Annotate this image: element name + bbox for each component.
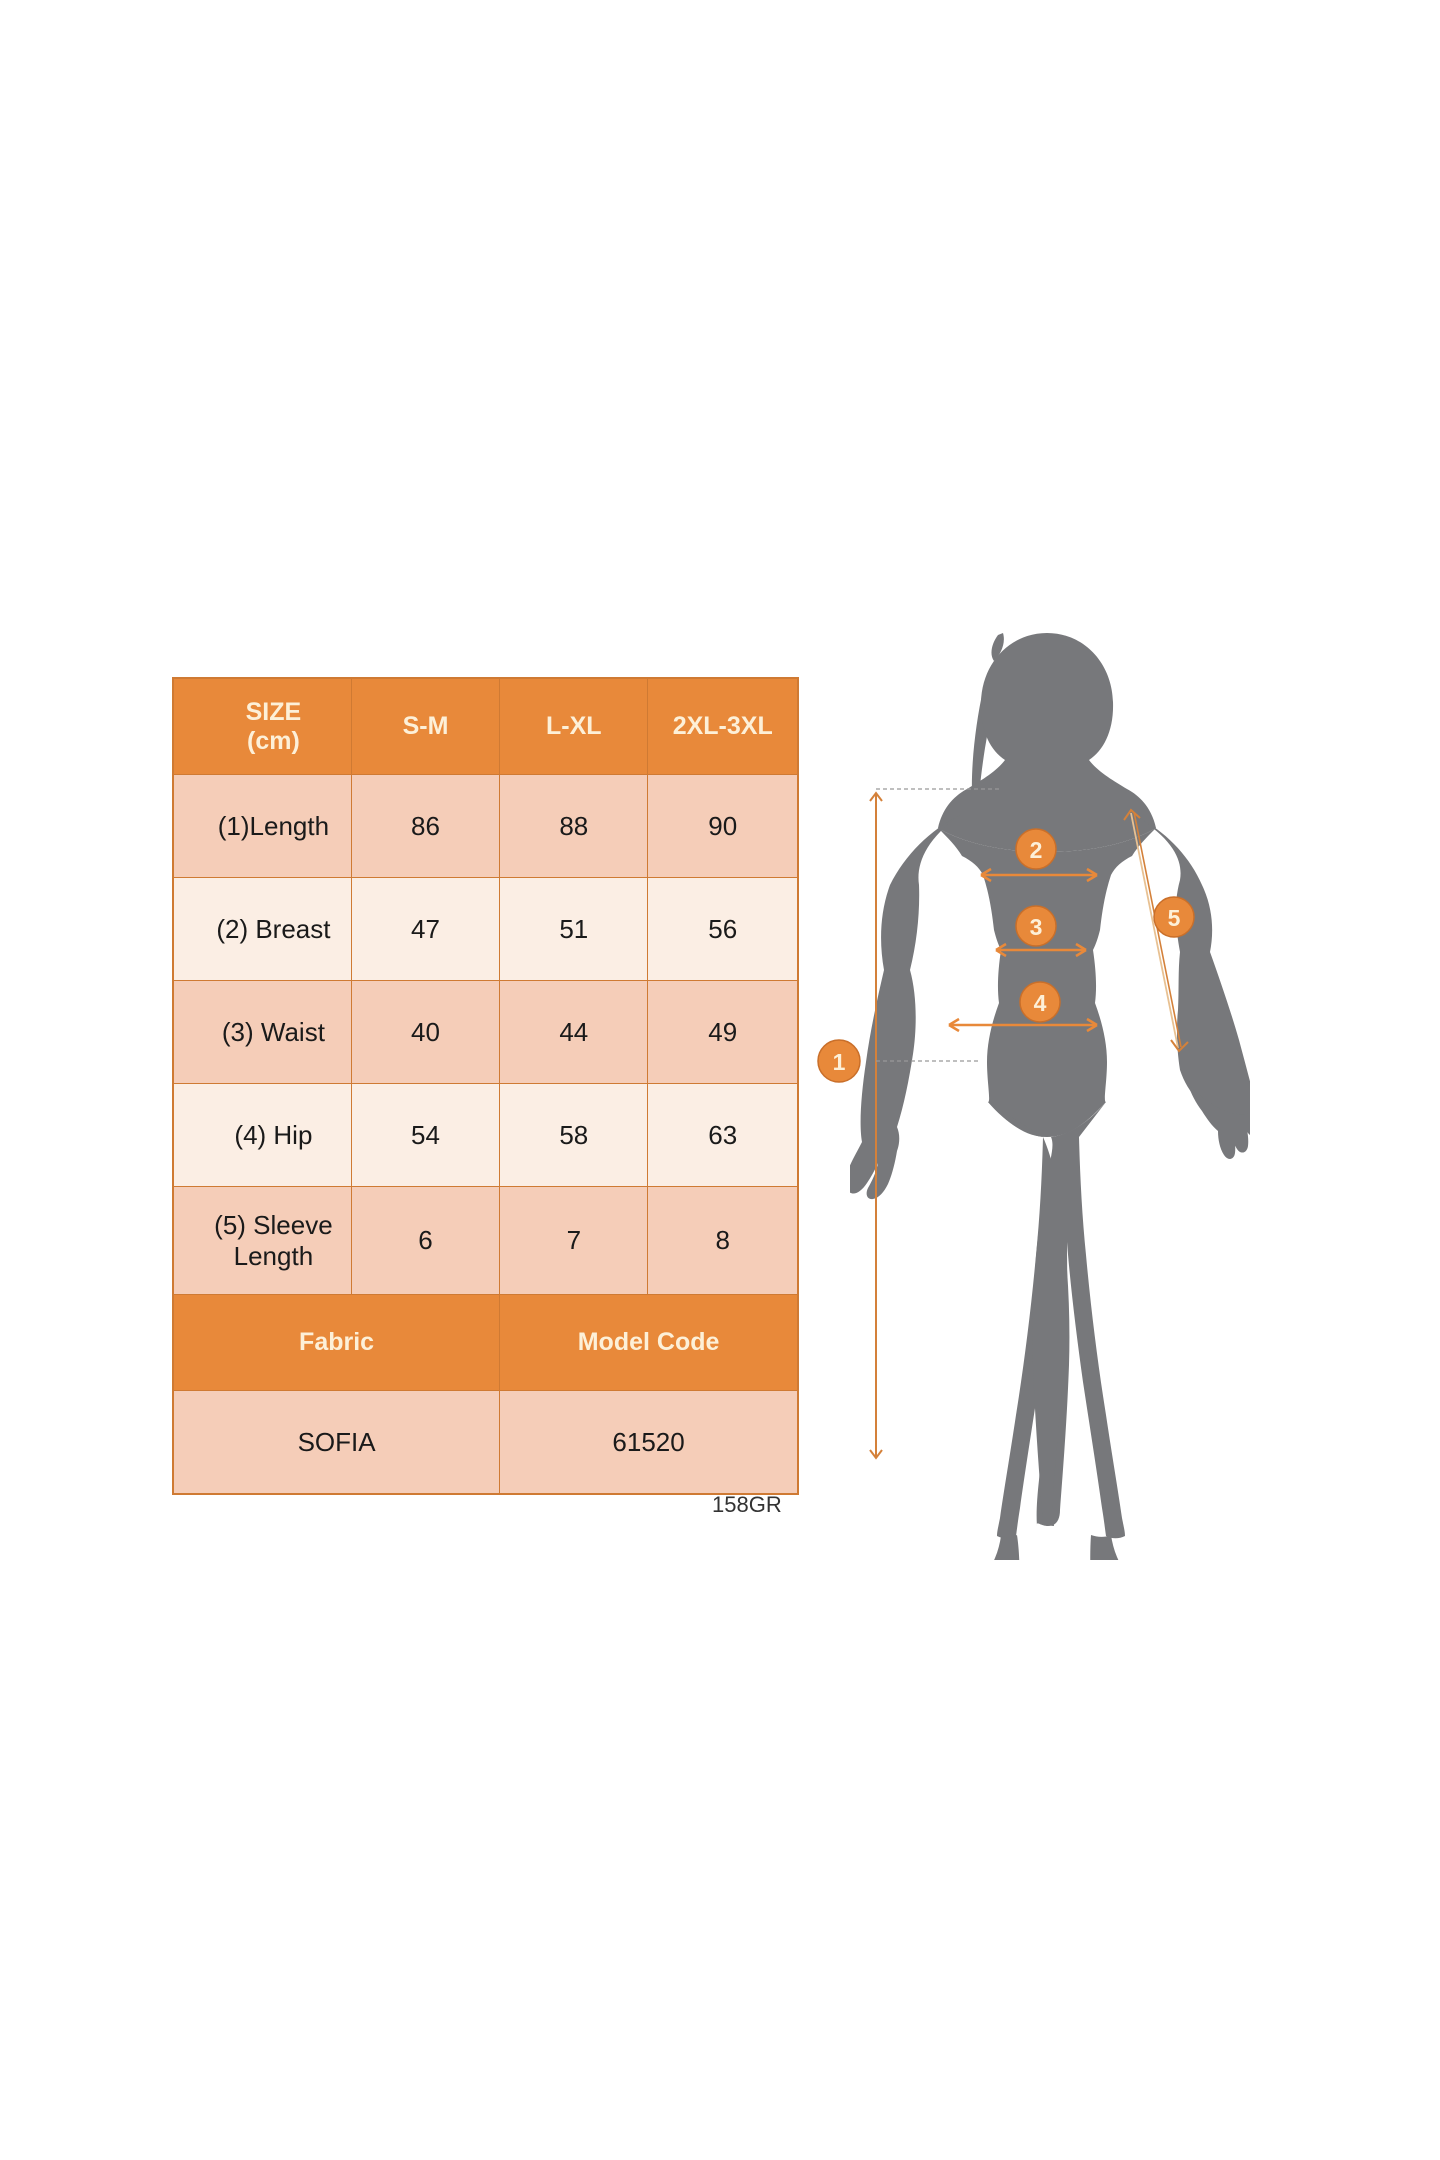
svg-text:3: 3 [1030,914,1043,940]
svg-text:1: 1 [833,1049,846,1075]
svg-text:5: 5 [1168,905,1181,931]
svg-text:2: 2 [1030,837,1043,863]
svg-text:4: 4 [1034,990,1047,1016]
